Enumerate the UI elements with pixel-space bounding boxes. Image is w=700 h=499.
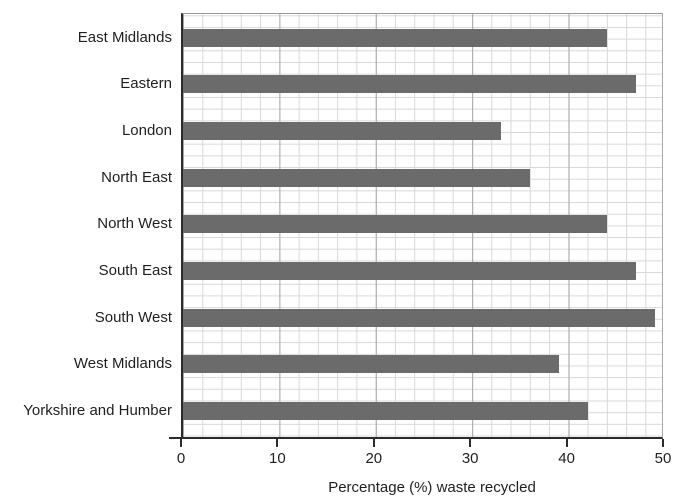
category-label: Eastern [120,75,172,93]
x-axis-line-overhang [169,437,183,439]
bar [183,262,637,280]
x-tick-label: 30 [461,450,479,467]
bar [183,28,608,47]
bar [183,402,588,421]
x-tick-mark [662,439,664,447]
bar [183,215,608,234]
category-label: North West [97,215,172,233]
bar [183,75,637,94]
category-label: South East [98,262,172,279]
category-label: North East [101,168,172,186]
category-label: East Midlands [77,28,172,46]
plot-area [181,13,663,439]
category-label: South West [94,308,172,326]
x-tick-label: 50 [654,450,672,467]
x-axis-title: Percentage (%) waste recycled [328,479,536,496]
x-tick-mark [565,439,568,447]
category-label: London [121,121,172,139]
category-label: Yorkshire and Humber [23,402,172,420]
bar [183,168,531,187]
bar [183,355,559,374]
bar [183,121,502,140]
x-tick-label: 20 [365,450,383,467]
x-tick-mark [180,439,182,447]
x-tick-mark [372,439,375,447]
x-tick-label: 40 [558,450,575,467]
x-tick-mark [469,439,472,447]
x-tick-mark [276,439,279,447]
bars-layer [183,13,662,436]
x-tick-label: 0 [176,450,186,467]
x-tick-label: 10 [269,450,286,467]
bar [183,308,656,327]
category-label: West Midlands [73,355,172,373]
